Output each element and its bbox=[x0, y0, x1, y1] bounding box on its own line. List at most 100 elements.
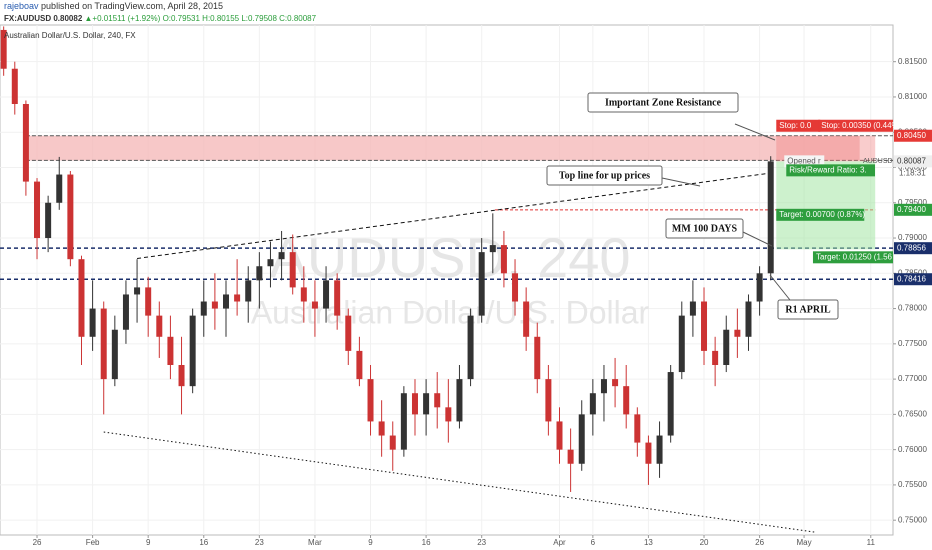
opened-text: Opened r bbox=[787, 156, 821, 165]
callout-text: Important Zone Resistance bbox=[605, 97, 722, 108]
candle-body bbox=[434, 393, 441, 408]
x-tick-label: Apr bbox=[553, 538, 566, 547]
level-badge-bg bbox=[894, 242, 932, 255]
y-tick-label: 0.78000 bbox=[898, 304, 927, 313]
x-tick-label: 16 bbox=[199, 538, 208, 547]
x-tick-label: 11 bbox=[867, 538, 876, 547]
candle-body bbox=[634, 414, 641, 443]
candle-body bbox=[512, 273, 519, 302]
stop-text2-bg bbox=[818, 119, 893, 132]
candle-body bbox=[556, 421, 563, 450]
candle-body bbox=[589, 393, 596, 415]
candle-body bbox=[223, 294, 230, 309]
candle-body bbox=[623, 386, 630, 415]
candle-body bbox=[400, 393, 407, 450]
candle-body bbox=[56, 174, 63, 203]
chart-title: Australian Dollar/U.S. Dollar, 240, FX bbox=[4, 31, 136, 40]
candle-body bbox=[567, 449, 574, 464]
stop-badge: 0.80450 bbox=[897, 131, 926, 140]
last-badge-bg bbox=[894, 155, 932, 168]
candle-body bbox=[267, 259, 274, 267]
candle-body bbox=[100, 308, 107, 380]
candle-body bbox=[45, 202, 52, 239]
candle-body bbox=[22, 104, 29, 182]
x-tick-label: 6 bbox=[591, 538, 596, 547]
x-tick-label: 9 bbox=[146, 538, 151, 547]
candle-body bbox=[545, 379, 552, 422]
x-tick-label: 23 bbox=[255, 538, 264, 547]
y-tick-label: 0.81500 bbox=[898, 57, 927, 66]
stop-text: Stop: 0.0 bbox=[779, 121, 812, 130]
last: 0.80082 bbox=[53, 14, 82, 23]
candle-body bbox=[134, 287, 141, 295]
candle-body bbox=[78, 259, 85, 337]
callout-leader bbox=[742, 231, 773, 247]
candle-body bbox=[500, 245, 507, 274]
callout-box bbox=[587, 92, 739, 113]
candle-body bbox=[411, 393, 418, 415]
candle-body bbox=[111, 329, 118, 380]
candle-body bbox=[156, 315, 163, 337]
candle-body bbox=[356, 350, 363, 380]
target-text-bg bbox=[776, 208, 865, 221]
published: published on TradingView.com, April 28, … bbox=[41, 1, 223, 11]
target-text2-bg bbox=[812, 251, 893, 264]
stop-text-bg bbox=[776, 119, 821, 132]
target-badge: 0.79400 bbox=[897, 205, 926, 214]
callout-text: R1 APRIL bbox=[785, 304, 831, 315]
candle-body bbox=[745, 301, 752, 337]
candle-body bbox=[334, 280, 341, 316]
level-badge: 0.78416 bbox=[897, 274, 926, 283]
rr-text: Risk/Reward Ratio: 3. bbox=[789, 165, 866, 174]
candle-body bbox=[756, 273, 763, 302]
candle-body bbox=[189, 315, 196, 387]
x-tick-label: 23 bbox=[477, 538, 486, 547]
x-tick-label: 20 bbox=[700, 538, 709, 547]
level-badge-bg bbox=[894, 273, 932, 286]
candle-body bbox=[712, 350, 719, 365]
y-tick-label: 0.76000 bbox=[898, 445, 927, 454]
y-tick-label: 0.81000 bbox=[898, 92, 927, 101]
y-tick-label: 0.78500 bbox=[898, 268, 927, 277]
callout-text: Top line for up prices bbox=[559, 170, 650, 181]
candle-body bbox=[456, 379, 463, 422]
watermark: Australian Dollar/U.S. Dollar bbox=[251, 294, 650, 330]
candle-body bbox=[534, 336, 541, 380]
author: rajeboav bbox=[4, 1, 39, 11]
candle-body bbox=[67, 174, 74, 260]
callout-text: MM 100 DAYS bbox=[672, 223, 738, 234]
target-text2: Target: 0.01250 (1.56 bbox=[816, 252, 893, 261]
candle-body bbox=[300, 287, 307, 302]
open: O:0.79531 bbox=[163, 14, 201, 23]
candle-body bbox=[767, 161, 774, 274]
callout-box bbox=[546, 165, 663, 186]
y-tick-label: 0.76500 bbox=[898, 409, 927, 418]
rr-text-bg bbox=[786, 164, 875, 177]
candle-body bbox=[734, 329, 741, 337]
y-tick-label: 0.75500 bbox=[898, 480, 927, 489]
candle-body bbox=[211, 301, 218, 309]
target-badge-bg bbox=[894, 203, 932, 216]
candle-body bbox=[0, 29, 7, 69]
callout-box bbox=[665, 218, 744, 239]
callout-leader bbox=[769, 274, 791, 301]
x-tick-label: Feb bbox=[86, 538, 100, 547]
watermark: AUDUSD, 240 bbox=[269, 226, 630, 289]
candle-body bbox=[367, 379, 374, 422]
quote-line: FX:AUDUSD 0.80082 ▲+0.01511 (+1.92%) O:0… bbox=[4, 14, 317, 23]
candle-body bbox=[678, 315, 685, 373]
x-tick-label: 26 bbox=[755, 538, 764, 547]
candle-body bbox=[612, 379, 619, 387]
callout-box bbox=[777, 299, 839, 320]
callout-leader bbox=[661, 177, 701, 187]
candle-body bbox=[723, 329, 730, 365]
candle-body bbox=[178, 365, 185, 387]
symbol: FX:AUDUSD bbox=[4, 14, 51, 23]
candle-body bbox=[311, 301, 318, 309]
x-tick-label: 9 bbox=[368, 538, 373, 547]
candle-body bbox=[667, 372, 674, 436]
symbol-tag: AUDUSD bbox=[863, 158, 893, 165]
y-tick-label: 0.79500 bbox=[898, 198, 927, 207]
candle-body bbox=[656, 435, 663, 464]
